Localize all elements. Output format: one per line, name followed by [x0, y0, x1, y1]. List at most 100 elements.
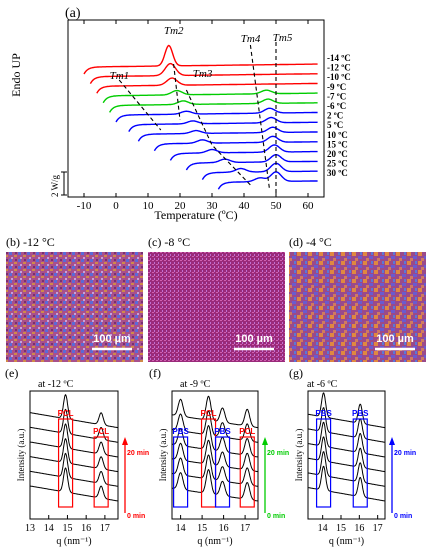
saxs-curve [308, 465, 386, 502]
saxs-curve [307, 436, 386, 473]
panel-a-xtick-label: 10 [143, 200, 155, 212]
dsc-curve [115, 107, 318, 123]
panel-a-xtick-label: -10 [77, 200, 92, 212]
panel-a-xtick-label: 0 [113, 200, 119, 212]
dsc-curve [153, 135, 318, 152]
peak-box [352, 418, 368, 508]
panel-a-xtick-label: 20 [175, 200, 187, 212]
panel-a-label: (a) [65, 6, 81, 21]
micrograph-d [289, 252, 426, 362]
saxs-frame [171, 390, 259, 520]
panel-e-subtitle: at -12 ºC [38, 379, 74, 390]
panel-g-chart: 14 15 16 17 q (nm⁻¹) Intensity (a.u.) PBS PBS 20… [294, 390, 416, 547]
panel-e-chart: 13 14 15 16 17 q (nm⁻¹) Intensity (a.u.) PCL PCL… [16, 390, 149, 547]
micrograph-d-scale-label: 100 µm [376, 333, 414, 345]
saxs-xlabel: q (nm⁻¹) [197, 536, 232, 547]
saxs-curve [29, 408, 118, 443]
time-bottom-label: 0 min [127, 513, 145, 520]
peak-box [315, 418, 332, 508]
panel-f-label: (f) [149, 366, 161, 380]
peak-box-label: PCL [239, 427, 255, 436]
time-top-label: 20 min [267, 450, 289, 457]
tm1-guide [118, 79, 162, 131]
saxs-frame [307, 390, 386, 520]
panel-a-legend-entry: -7 ºC [327, 91, 346, 101]
peak-box-label: PCL [58, 409, 74, 418]
peak-box-label: PCL [93, 427, 109, 436]
panel-a-xlabel: Temperature (ºC) [154, 208, 237, 222]
dsc-curve [169, 144, 318, 161]
time-arrow-head [262, 437, 268, 445]
saxs-xtick-label: 15 [62, 523, 72, 534]
saxs-curve [307, 451, 385, 487]
dsc-curve [201, 162, 318, 180]
panel-a-legend-entry: -10 ºC [327, 72, 351, 82]
panel-e-label: (e) [5, 366, 18, 380]
time-top-label: 20 min [394, 450, 416, 457]
saxs-curve [30, 423, 119, 458]
saxs-curve [307, 392, 386, 429]
saxs-xtick-label: 15 [336, 523, 346, 534]
panel-a-peak-labels: Tm1 Tm2 Tm3 Tm4 Tm5 [110, 25, 293, 82]
tm-label: Tm3 [193, 68, 213, 80]
tm4-guide [249, 44, 271, 191]
saxs-curve [30, 467, 119, 502]
micrograph-c-scale-label: 100 µm [235, 333, 273, 345]
dsc-curve [83, 44, 318, 75]
dsc-curve [102, 89, 318, 104]
panel-a-legend-entry: -14 ºC [327, 53, 351, 63]
saxs-curve [308, 421, 386, 458]
saxs-frame [29, 390, 119, 520]
peak-box [173, 436, 189, 508]
micrograph-c-label: (c) -8 °C [148, 235, 190, 249]
saxs-xtick-label: 16 [81, 523, 91, 534]
saxs-xtick-label: 15 [197, 523, 207, 534]
dsc-curve [137, 126, 318, 142]
saxs-curve [29, 393, 119, 429]
panel-f-chart: 14 15 16 17 q (nm⁻¹) Intensity (a.u.) PBS PCL PB… [158, 390, 289, 547]
saxs-ylabel: Intensity (a.u.) [294, 429, 304, 482]
micrograph-b-label: (b) -12 °C [6, 235, 55, 249]
saxs-curve [29, 437, 119, 473]
dsc-curve [96, 77, 318, 94]
panel-a-legend-entry: 2 ºC [327, 111, 343, 121]
peak-box-label: PCL [201, 409, 217, 418]
panel-a-scale-label: 2 W/g [50, 174, 60, 197]
saxs-xtick-label: 14 [44, 523, 54, 534]
tm-label: Tm1 [110, 70, 130, 82]
saxs-xtick-label: 14 [176, 523, 186, 534]
saxs-xtick-label: 16 [219, 523, 229, 534]
saxs-xtick-label: 17 [100, 523, 110, 534]
saxs-ylabel: Intensity (a.u.) [16, 429, 26, 482]
time-top-label: 20 min [127, 450, 149, 457]
tm-label: Tm4 [241, 33, 261, 45]
panel-a-legend-entry: 25 ºC [327, 159, 348, 169]
panel-a-legend-entry: -9 ºC [327, 82, 346, 92]
tm-label: Tm5 [273, 32, 293, 44]
panel-a-legend-entry: -12 ºC [327, 63, 351, 73]
panel-a-xtick-label: 50 [271, 200, 283, 212]
saxs-xtick-label: 16 [354, 523, 364, 534]
panel-a-legend-entry: 30 ºC [327, 168, 348, 178]
peak-box [214, 436, 231, 508]
panel-a-xtick-label: 60 [303, 200, 315, 212]
peak-box-label: PBS [214, 427, 231, 436]
micrograph-b-scale-label: 100 µm [93, 333, 131, 345]
dsc-curve [128, 116, 318, 132]
micrograph-c [148, 252, 285, 362]
micrograph-d-label: (d) -4 °C [289, 235, 332, 249]
time-bottom-label: 0 min [267, 513, 285, 520]
panel-a-legend-entry: 10 ºC [327, 130, 348, 140]
panel-a-ylabel: Endo UP [9, 53, 23, 97]
saxs-xtick-label: 14 [318, 523, 328, 534]
dsc-curve [185, 153, 318, 171]
tm-label: Tm2 [164, 25, 184, 37]
saxs-xlabel: q (nm⁻¹) [56, 536, 91, 547]
panel-a-legend-entry: 5 ºC [327, 120, 343, 130]
peak-box-label: PBS [315, 409, 332, 418]
peak-box-label: PBS [172, 427, 189, 436]
panel-a-xtick-label: 40 [239, 200, 251, 212]
saxs-curve [29, 452, 118, 487]
peak-box [239, 436, 255, 508]
